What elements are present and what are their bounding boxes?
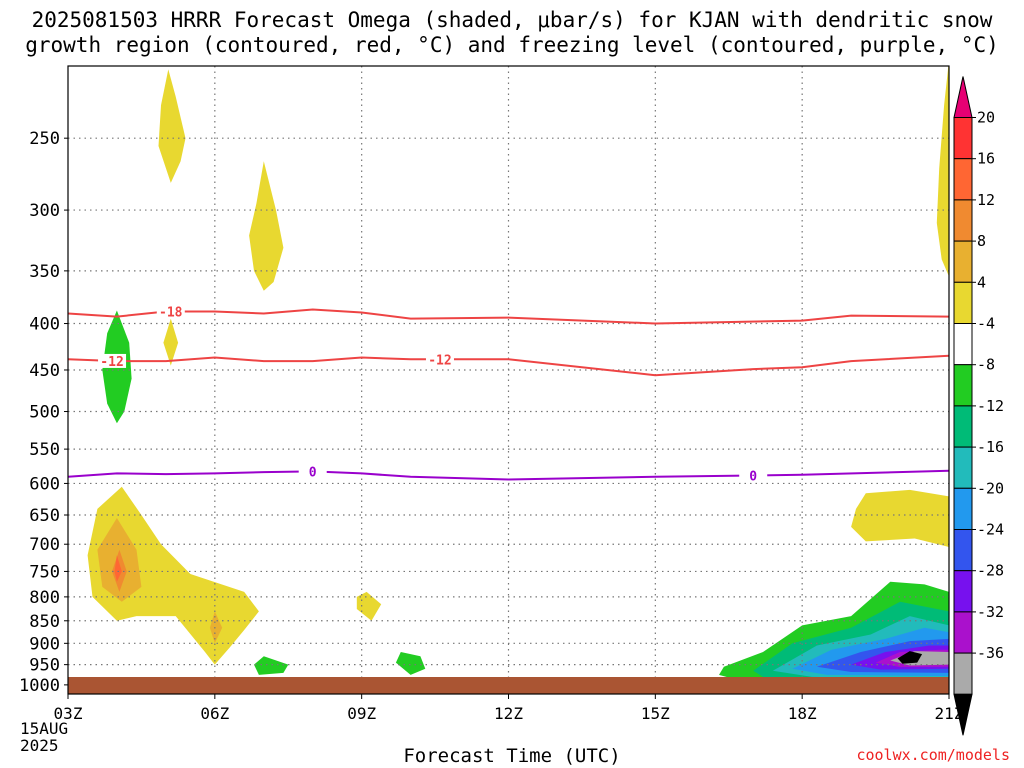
omega-shading	[87, 66, 949, 683]
x-tick-label: 09Z	[347, 704, 376, 723]
colorbar: 20 16 12 8 4 -4 -8 -12 -16 -20 -24 -28 -32 -36	[953, 76, 1004, 736]
colorbar-label: 20	[977, 109, 995, 127]
x-axis: 03Z 06Z 09Z 12Z 15Z 18Z 21Z	[54, 694, 964, 723]
colorbar-label: -20	[977, 479, 1004, 497]
colorbar-swatch	[953, 611, 973, 654]
colorbar-swatch	[953, 199, 973, 242]
colorbar-label: -12	[977, 397, 1004, 415]
colorbar-swatch	[953, 240, 973, 283]
colorbar-label: -16	[977, 438, 1004, 456]
colorbar-swatch	[953, 323, 973, 366]
colorbar-label: -28	[977, 562, 1004, 580]
colorbar-swatch	[953, 158, 973, 201]
shade-green-07z	[254, 656, 289, 675]
shade-green-10z	[395, 652, 426, 675]
shade-small	[163, 318, 179, 366]
shade-yellow-right	[851, 489, 949, 547]
credit-label: coolwx.com/models	[856, 746, 1010, 764]
grid	[68, 66, 949, 694]
contour-label: -12	[100, 355, 123, 370]
y-tick-label: 350	[29, 262, 60, 282]
colorbar-swatch	[953, 652, 973, 695]
colorbar-swatch	[953, 570, 973, 613]
y-tick-label: 600	[29, 474, 60, 494]
contour-0	[68, 469, 949, 481]
start-date-label: 15AUG 2025	[20, 719, 69, 755]
shade-upper-2	[249, 161, 284, 291]
contour-label: -18	[159, 306, 183, 321]
surface-ground	[68, 677, 949, 694]
colorbar-label: -8	[977, 356, 995, 374]
shade-yellow-09z	[356, 591, 382, 621]
shade-orange-3	[114, 555, 122, 582]
colorbar-label: -32	[977, 603, 1004, 621]
x-tick-label: 15Z	[641, 704, 670, 723]
y-tick-label: 550	[29, 440, 60, 460]
colorbar-swatch	[953, 117, 973, 160]
x-axis-label: Forecast Time (UTC)	[403, 745, 621, 767]
colorbar-label: 12	[977, 191, 995, 209]
contour-label-bg	[156, 304, 185, 319]
y-tick-label: 300	[29, 201, 60, 221]
x-tick-label: 03Z	[54, 704, 83, 723]
colorbar-label: -36	[977, 644, 1004, 662]
contour-label: 0	[749, 469, 757, 484]
shade-upper-right	[936, 66, 949, 277]
x-tick-label: 21Z	[935, 704, 964, 723]
colorbar-swatch	[953, 405, 973, 448]
colorbar-cap-top	[953, 76, 973, 118]
colorbar-label: 16	[977, 150, 995, 168]
colorbar-swatch	[953, 529, 973, 572]
x-tick-label: 12Z	[494, 704, 523, 723]
y-axis: 2503003504004505005506006507007508008509…	[19, 129, 68, 696]
shade-upper-1	[158, 69, 186, 183]
shade-black-right	[897, 651, 923, 664]
colorbar-swatch	[953, 446, 973, 489]
contour-label: -12	[428, 353, 451, 368]
y-tick-label: 750	[29, 562, 60, 582]
y-tick-label: 850	[29, 612, 60, 632]
y-tick-label: 500	[29, 403, 60, 423]
contour-label-bg	[298, 464, 327, 479]
y-tick-label: 950	[29, 656, 60, 676]
colorbar-cap-bottom	[953, 693, 973, 736]
contour-label-bg	[739, 468, 768, 483]
contour-label-bg	[98, 353, 127, 368]
y-tick-label: 650	[29, 506, 60, 526]
colorbar-swatch	[953, 487, 973, 530]
y-tick-label: 800	[29, 588, 60, 608]
y-tick-label: 700	[29, 535, 60, 555]
contours: -18 -12 -12 0 0	[68, 304, 949, 484]
y-tick-label: 250	[29, 129, 60, 149]
omega-chart: -18 -12 -12 0 0 250 300 350 400 450 500 550 600 650 7…	[19, 65, 1004, 736]
x-tick-label: 06Z	[200, 704, 229, 723]
y-tick-label: 450	[29, 361, 60, 381]
colorbar-swatch	[953, 364, 973, 407]
x-tick-label: 18Z	[788, 704, 817, 723]
colorbar-label: -24	[977, 521, 1004, 539]
colorbar-label: 4	[977, 273, 986, 291]
chart-title: 2025081503 HRRR Forecast Omega (shaded, …	[25, 8, 999, 57]
colorbar-label: -4	[977, 315, 995, 333]
y-tick-label: 1000	[19, 676, 60, 696]
contour-label-bg	[425, 352, 454, 367]
y-tick-label: 400	[29, 315, 60, 335]
contour--12	[68, 354, 949, 377]
colorbar-label: 8	[977, 232, 986, 250]
colorbar-swatch	[953, 281, 973, 324]
shade-orange-4	[209, 611, 223, 644]
contour-label: 0	[309, 465, 317, 480]
y-tick-label: 900	[29, 634, 60, 654]
